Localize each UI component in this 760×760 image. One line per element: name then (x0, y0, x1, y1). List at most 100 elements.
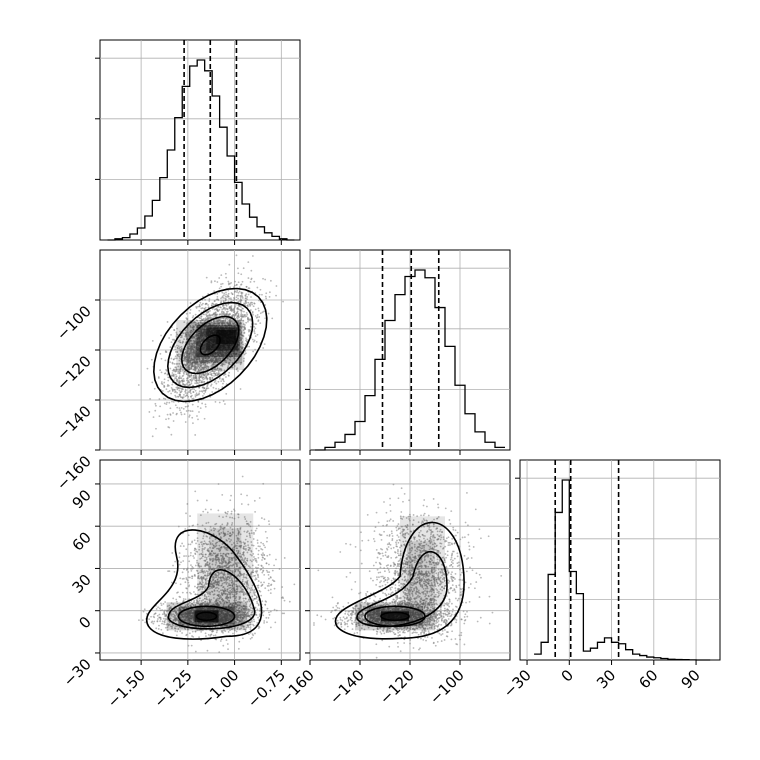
sample-point (185, 365, 187, 367)
sample-point (212, 372, 215, 375)
sample-point (208, 343, 210, 346)
sample-point (198, 330, 201, 333)
sample-point (159, 405, 162, 408)
sample-point (201, 335, 204, 337)
sample-point (185, 548, 188, 551)
sample-point (179, 583, 182, 586)
sample-point (249, 637, 252, 640)
sample-point (173, 328, 175, 331)
sample-point (241, 325, 244, 328)
sample-point (183, 393, 185, 396)
sample-point (203, 334, 206, 337)
sample-point (240, 338, 243, 341)
sample-point (224, 373, 227, 376)
sample-point (181, 388, 184, 390)
sample-point (251, 595, 254, 598)
sample-point (239, 295, 242, 297)
sample-point (257, 580, 260, 582)
sample-point (263, 620, 266, 622)
sample-point (184, 405, 187, 408)
sample-point (227, 292, 230, 295)
sample-point (215, 319, 218, 321)
sample-point (193, 591, 195, 593)
sample-point (213, 322, 216, 325)
sample-point (176, 327, 178, 330)
sample-point (165, 403, 168, 405)
sample-point (202, 389, 205, 392)
sample-point (247, 318, 250, 321)
sample-point (225, 383, 228, 385)
sample-point (262, 566, 264, 569)
sample-point (271, 317, 274, 320)
sample-point (209, 324, 212, 327)
sample-point (198, 338, 201, 341)
sample-point (245, 321, 248, 324)
sample-point (239, 388, 242, 390)
sample-point (164, 601, 167, 603)
sample-point (186, 381, 189, 384)
sample-point (204, 366, 207, 369)
sample-point (189, 543, 192, 546)
sample-point (180, 379, 183, 382)
sample-point (251, 310, 254, 313)
sample-point (249, 281, 252, 283)
sample-point (178, 556, 181, 559)
sample-point (223, 363, 226, 366)
sample-point (192, 336, 195, 338)
sample-point (205, 387, 208, 390)
sample-point (175, 634, 178, 637)
sample-point (223, 292, 226, 295)
sample-point (158, 613, 161, 616)
sample-point (160, 334, 162, 337)
sample-point (160, 604, 163, 606)
sample-point (167, 426, 170, 428)
sample-point (268, 295, 271, 298)
sample-point (244, 300, 247, 302)
sample-point (163, 381, 166, 384)
sample-point (162, 617, 165, 620)
sample-point (169, 346, 172, 349)
sample-point (216, 367, 219, 370)
sample-point (253, 588, 256, 591)
sample-point (213, 300, 216, 303)
sample-point (232, 286, 235, 289)
sample-point (246, 296, 249, 298)
sample-point (241, 280, 244, 283)
sample-point (216, 281, 219, 283)
sample-point (210, 324, 213, 327)
sample-point (159, 352, 162, 355)
sample-point (214, 361, 216, 364)
sample-point (198, 309, 201, 312)
sample-point (213, 312, 215, 315)
sample-point (196, 499, 199, 502)
sample-point (241, 475, 244, 478)
sample-point (189, 350, 192, 353)
sample-point (200, 317, 202, 319)
sample-point (199, 343, 201, 345)
sample-point (175, 366, 177, 369)
sample-point (155, 427, 157, 430)
sample-point (257, 616, 259, 619)
sample-point (235, 333, 238, 335)
sample-point (246, 338, 248, 341)
sample-point (235, 327, 238, 330)
sample-point (202, 302, 204, 305)
sample-point (189, 410, 192, 412)
sample-point (210, 348, 213, 351)
sample-point (222, 363, 225, 366)
sample-point (247, 301, 250, 304)
sample-point (205, 330, 208, 333)
sample-point (256, 286, 259, 289)
sample-point (248, 303, 251, 306)
sample-point (223, 321, 225, 324)
sample-point (190, 564, 192, 566)
sample-point (194, 313, 197, 316)
sample-point (218, 377, 221, 380)
sample-point (173, 362, 176, 365)
sample-point (224, 354, 227, 357)
sample-point (156, 614, 159, 617)
sample-point (210, 359, 213, 362)
sample-point (238, 308, 241, 311)
sample-point (187, 347, 189, 350)
sample-point (198, 381, 201, 384)
